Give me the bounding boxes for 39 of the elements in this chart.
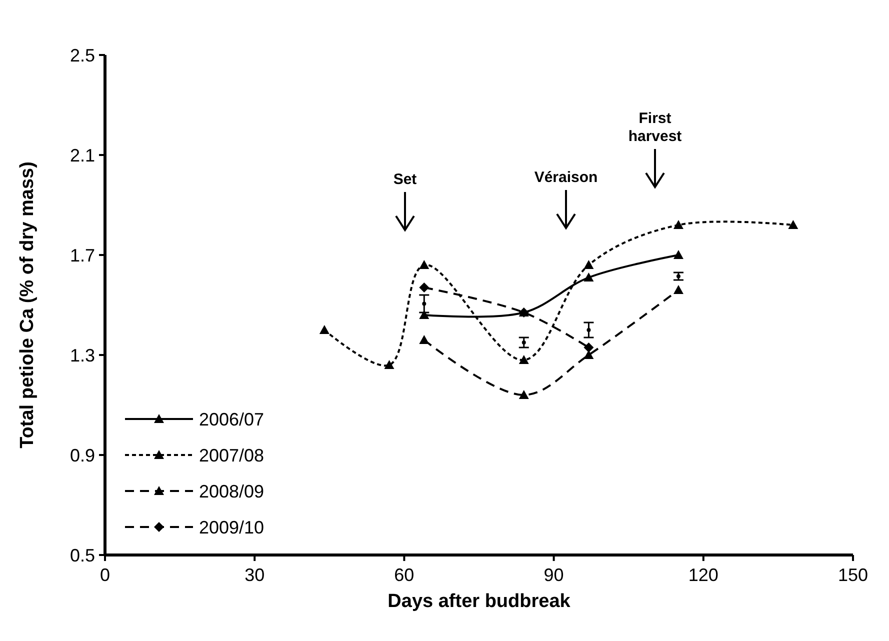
point [419, 260, 430, 269]
point [586, 328, 591, 332]
point [419, 282, 430, 292]
point [673, 220, 684, 229]
point [422, 302, 426, 306]
point [584, 342, 594, 352]
x-tick-label: 30 [244, 565, 265, 585]
point [518, 355, 529, 364]
point [584, 350, 594, 359]
point [673, 285, 684, 294]
legend-label: 2006/07 [199, 409, 264, 430]
point [788, 220, 798, 229]
annotation: First harvest [628, 110, 682, 145]
annotation: Set [393, 171, 417, 188]
annotation: Véraison [534, 169, 598, 186]
point [419, 335, 430, 344]
y-tick-label: 2.1 [70, 145, 95, 166]
x-tick-label: 0 [100, 565, 110, 585]
point [584, 272, 594, 282]
y-tick-label: 0.5 [70, 545, 95, 566]
x-tick-label: 60 [394, 565, 414, 585]
y-tick-label: 1.7 [70, 245, 95, 266]
y-tick-label: 2.5 [70, 45, 95, 66]
x-tick-label: 90 [544, 565, 564, 585]
x-tick-label: 120 [688, 565, 718, 585]
point [518, 390, 529, 399]
point [522, 340, 526, 344]
y-axis-title: Total petiole Ca (% of dry mass) [17, 162, 38, 448]
legend-label: 2009/10 [199, 517, 264, 538]
point [673, 250, 684, 259]
legend-label: 2007/08 [199, 445, 264, 466]
x-axis-title: Days after budbreak [388, 591, 571, 612]
x-tick-label: 150 [838, 565, 868, 585]
point [584, 260, 594, 269]
y-tick-label: 0.9 [70, 445, 95, 466]
legend-label: 2008/09 [199, 481, 264, 502]
point [384, 360, 394, 369]
y-tick-label: 1.3 [70, 345, 95, 366]
point [319, 325, 330, 334]
